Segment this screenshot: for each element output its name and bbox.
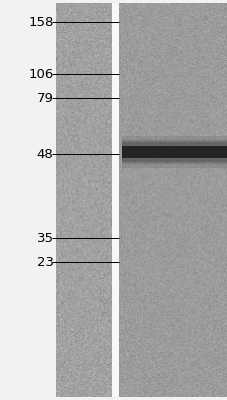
Text: 79: 79 — [37, 92, 53, 104]
Text: 106: 106 — [28, 68, 53, 80]
Bar — [121, 140, 227, 164]
Bar — [121, 136, 227, 168]
Bar — [121, 146, 227, 158]
Text: 158: 158 — [28, 16, 53, 28]
Bar — [121, 142, 227, 162]
Bar — [118, 3, 227, 397]
Bar — [111, 3, 118, 397]
Text: 48: 48 — [37, 148, 53, 160]
Text: 35: 35 — [36, 232, 53, 244]
Bar — [56, 3, 111, 397]
Text: 23: 23 — [36, 256, 53, 268]
